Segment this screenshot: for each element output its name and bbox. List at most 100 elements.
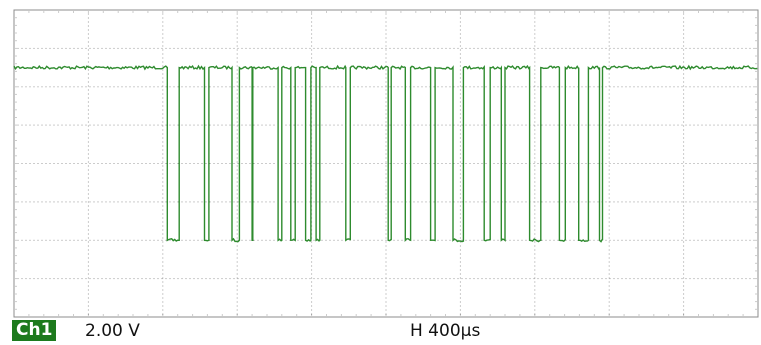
grid-dot — [608, 289, 610, 291]
grid-dot — [445, 314, 446, 316]
grid-dot — [701, 47, 703, 49]
grid-dot — [85, 163, 87, 164]
grid-dot — [236, 249, 238, 251]
grid-dot — [593, 278, 595, 280]
grid-dot — [15, 78, 17, 80]
grid-dot — [162, 141, 164, 143]
grid-dot — [641, 201, 643, 203]
grid-dot — [87, 285, 89, 287]
grid-dot — [15, 140, 17, 141]
grid-dot — [385, 193, 387, 195]
grid-dot — [162, 205, 164, 207]
grid-dot — [129, 86, 131, 88]
grid-dot — [608, 97, 610, 99]
grid-dot — [15, 101, 17, 103]
grid-dot — [213, 163, 215, 164]
grid-dot — [534, 11, 536, 13]
grid-dot — [236, 137, 238, 139]
grid-dot — [668, 314, 670, 316]
grid-dot — [236, 157, 238, 159]
grid-dot — [249, 239, 251, 241]
grid-dot — [197, 239, 199, 241]
grid-dot — [385, 217, 387, 219]
grid-dot — [87, 253, 89, 255]
grid-dot — [433, 47, 435, 49]
grid-dot — [385, 225, 387, 227]
grid-dot — [534, 157, 536, 159]
grid-dot — [385, 163, 387, 164]
grid-dot — [311, 265, 313, 267]
grid-dot — [385, 245, 387, 247]
grid-dot — [15, 117, 17, 118]
grid-dot — [15, 55, 17, 57]
grid-dot — [385, 173, 387, 175]
grid-dot — [345, 278, 347, 280]
grid-dot — [689, 124, 691, 126]
grid-dot — [301, 239, 303, 241]
grid-dot — [77, 124, 79, 126]
grid-dot — [236, 101, 238, 103]
grid-dot — [433, 201, 435, 203]
grid-dot — [205, 47, 207, 49]
grid-dot — [459, 97, 461, 99]
grid-dot — [337, 239, 339, 241]
grid-dot — [301, 47, 303, 49]
grid-dot — [749, 124, 751, 126]
grid-dot — [409, 47, 411, 49]
grid-dot — [608, 109, 610, 111]
grid-dot — [101, 239, 103, 241]
grid-dot — [57, 124, 59, 126]
grid-dot — [87, 133, 89, 135]
grid-dot — [377, 124, 379, 126]
grid-dot — [221, 239, 223, 241]
grid-dot — [461, 86, 463, 88]
grid-dot — [641, 239, 643, 241]
grid-dot — [525, 278, 527, 280]
grid-dot — [29, 47, 31, 49]
grid-dot — [608, 281, 610, 283]
grid-dot — [683, 165, 685, 167]
grid-dot — [683, 249, 685, 251]
grid-dot — [162, 301, 164, 303]
grid-dot — [15, 17, 17, 19]
grid-dot — [459, 137, 461, 139]
grid-dot — [89, 47, 91, 49]
grid-dot — [369, 47, 371, 49]
grid-dot — [385, 185, 387, 187]
grid-dot — [605, 124, 607, 126]
grid-dot — [165, 278, 167, 280]
grid-dot — [459, 173, 461, 175]
grid-dot — [577, 47, 579, 49]
grid-dot — [553, 239, 555, 241]
grid-dot — [77, 278, 79, 280]
grid-dot — [162, 189, 164, 191]
grid-dot — [337, 47, 339, 49]
grid-dot — [608, 285, 610, 287]
grid-dot — [145, 86, 147, 88]
grid-dot — [433, 278, 435, 280]
grid-dot — [597, 47, 599, 49]
grid-dot — [609, 47, 611, 49]
grid-dot — [373, 86, 375, 88]
grid-dot — [361, 201, 363, 203]
grid-dot — [737, 163, 739, 164]
grid-dot — [701, 124, 703, 126]
grid-dot — [41, 86, 43, 88]
grid-dot — [621, 86, 623, 88]
grid-dot — [459, 221, 461, 223]
grid-dot — [755, 47, 757, 49]
grid-dot — [236, 313, 238, 315]
grid-dot — [311, 281, 313, 283]
grid-dot — [413, 239, 415, 241]
grid-dot — [534, 117, 536, 119]
grid-dot — [241, 47, 243, 49]
grid-dot — [311, 49, 313, 51]
grid-dot — [473, 278, 475, 280]
grid-dot — [236, 245, 238, 247]
grid-dot — [28, 314, 30, 316]
grid-dot — [525, 124, 527, 126]
grid-dot — [509, 163, 511, 164]
grid-dot — [217, 201, 219, 203]
grid-dot — [87, 29, 89, 31]
grid-dot — [321, 201, 323, 203]
